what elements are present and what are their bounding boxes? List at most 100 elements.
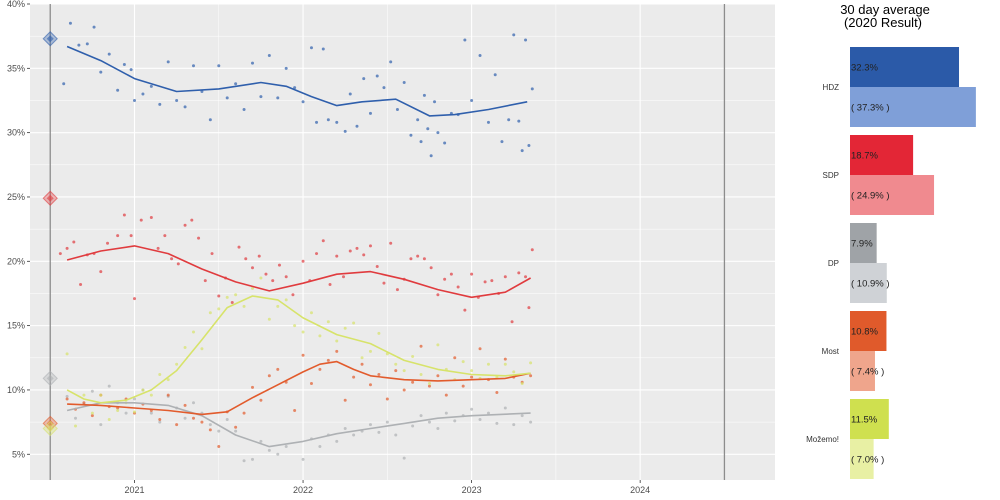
poll-point	[436, 427, 440, 431]
poll-point	[133, 98, 137, 102]
poll-point	[362, 253, 366, 257]
poll-point	[191, 64, 195, 68]
poll-point	[443, 277, 447, 281]
poll-point	[530, 87, 534, 91]
poll-point	[82, 393, 86, 397]
poll-point	[276, 304, 280, 308]
previous-result-bar	[850, 175, 935, 215]
current-average-label: 11.5%	[851, 415, 878, 426]
poll-point	[348, 92, 352, 96]
poll-point	[74, 424, 78, 428]
previous-result-label: ( 7.0% )	[851, 455, 884, 466]
poll-point	[510, 320, 514, 324]
poll-point	[250, 385, 254, 389]
poll-point	[291, 293, 295, 297]
poll-point	[503, 406, 507, 410]
poll-point	[183, 403, 187, 407]
y-tick-label: 30%	[7, 128, 25, 138]
previous-result-label: ( 37.3% )	[851, 103, 890, 114]
poll-point	[524, 38, 528, 42]
poll-point	[85, 42, 89, 46]
poll-point	[301, 259, 305, 263]
poll-point	[242, 107, 246, 111]
poll-point	[158, 420, 162, 424]
current-average-label: 18.7%	[851, 151, 878, 162]
poll-point	[529, 420, 533, 424]
poll-point	[217, 445, 221, 449]
poll-point	[419, 344, 423, 348]
poll-point	[375, 74, 379, 78]
poll-point	[90, 389, 94, 393]
poll-point	[385, 397, 389, 401]
poll-point	[436, 374, 440, 378]
poll-point	[517, 271, 521, 275]
poll-point	[343, 398, 347, 402]
poll-point	[277, 263, 281, 267]
poll-point	[389, 60, 393, 64]
poll-point	[512, 423, 516, 427]
poll-point	[402, 388, 406, 392]
poll-point	[453, 356, 457, 360]
poll-point	[197, 236, 201, 240]
poll-point	[309, 311, 313, 315]
poll-point	[382, 281, 386, 285]
poll-point	[163, 234, 167, 238]
poll-point	[318, 445, 322, 449]
poll-point	[517, 119, 521, 123]
poll-point	[191, 416, 195, 420]
poll-point	[453, 419, 457, 423]
poll-point	[470, 272, 474, 276]
poll-point	[141, 388, 145, 392]
poll-point	[429, 266, 433, 270]
poll-point	[529, 361, 533, 365]
poll-point	[444, 411, 448, 415]
poll-point	[490, 279, 494, 283]
x-axis-ticks: 2021 2022 2023 2024	[124, 480, 650, 495]
poll-point	[495, 421, 499, 425]
poll-point	[411, 380, 415, 384]
poll-point	[293, 324, 297, 328]
poll-point	[427, 382, 431, 386]
poll-point	[99, 423, 103, 427]
previous-result-label: ( 24.9% )	[851, 191, 890, 202]
poll-point	[124, 411, 128, 415]
poll-point	[470, 369, 474, 373]
poll-point	[107, 384, 111, 388]
poll-point	[427, 384, 431, 388]
poll-point	[242, 304, 246, 308]
poll-point	[352, 321, 356, 325]
poll-point	[175, 423, 179, 427]
poll-point	[343, 129, 347, 133]
poll-point	[90, 411, 94, 415]
poll-point	[429, 154, 433, 158]
bars: HDZ 32.3% ( 37.3% ) SDP 18.7% ( 24.9% ) DP 7.9%…	[806, 47, 976, 479]
poll-point	[335, 349, 339, 353]
poll-point	[402, 369, 406, 373]
election-result-markers	[42, 31, 58, 437]
category-label: SDP	[823, 171, 839, 180]
poll-point	[402, 456, 406, 460]
poll-point	[301, 330, 305, 334]
poll-point	[244, 257, 248, 261]
y-axis-ticks: 5% 10% 15% 20% 25% 30% 35% 40%	[7, 0, 30, 459]
poll-point	[156, 246, 160, 250]
previous-result-label: ( 10.9% )	[851, 279, 890, 290]
poll-point	[368, 111, 372, 115]
poll-point	[99, 393, 103, 397]
poll-point	[343, 326, 347, 330]
poll-point	[250, 286, 254, 290]
poll-point	[264, 272, 268, 276]
previous-result-label: ( 7.4% )	[851, 367, 884, 378]
poll-point	[375, 264, 379, 268]
poll-point	[217, 429, 221, 433]
poll-point	[368, 349, 372, 353]
poll-point	[402, 80, 406, 84]
poll-point	[478, 418, 482, 422]
poll-point	[259, 439, 263, 443]
poll-point	[65, 394, 69, 398]
poll-point	[486, 411, 490, 415]
trend-line	[66, 295, 531, 404]
poll-point	[377, 430, 381, 434]
current-average-bar	[850, 135, 914, 175]
poll-point	[210, 252, 214, 256]
